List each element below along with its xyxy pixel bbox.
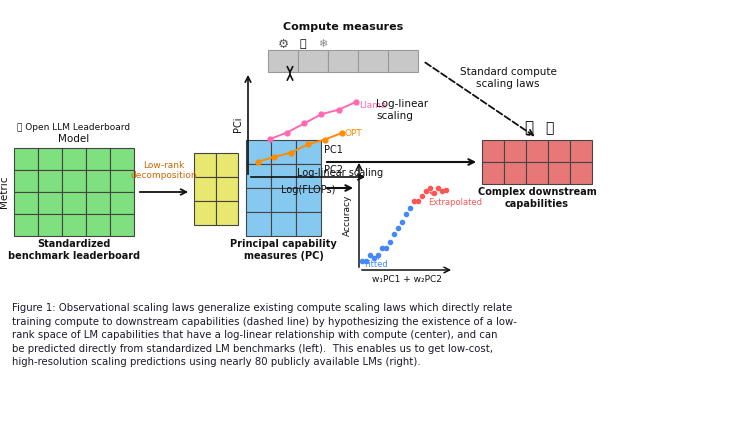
Text: Llama: Llama: [359, 101, 386, 111]
Bar: [246, 212, 271, 236]
Bar: [110, 214, 134, 236]
Bar: [246, 140, 271, 164]
Bar: [86, 148, 110, 170]
Bar: [86, 214, 110, 236]
Bar: [110, 192, 134, 214]
Bar: [268, 50, 298, 72]
Text: Log-linear scaling: Log-linear scaling: [297, 168, 383, 178]
Bar: [526, 140, 548, 162]
Text: w₁PC1 + w₂PC2: w₁PC1 + w₂PC2: [372, 276, 442, 284]
Bar: [548, 140, 570, 162]
Text: Fitted: Fitted: [364, 256, 388, 268]
Bar: [194, 177, 216, 201]
Text: Standard compute
scaling laws: Standard compute scaling laws: [460, 67, 557, 89]
Bar: [110, 170, 134, 192]
Bar: [358, 50, 388, 72]
Bar: [14, 148, 38, 170]
Bar: [86, 192, 110, 214]
Text: PCi: PCi: [233, 117, 243, 132]
Bar: [216, 153, 238, 177]
Bar: [526, 162, 548, 184]
Text: Figure 1: Observational scaling laws generalize existing compute scaling laws wh: Figure 1: Observational scaling laws gen…: [12, 303, 517, 368]
Text: PC1: PC1: [324, 145, 343, 155]
Bar: [271, 164, 296, 188]
Bar: [194, 201, 216, 225]
Bar: [246, 188, 271, 212]
Bar: [482, 162, 504, 184]
Bar: [14, 170, 38, 192]
Text: Principal capability
measures (PC): Principal capability measures (PC): [230, 239, 337, 261]
Text: Standardized
benchmark leaderboard: Standardized benchmark leaderboard: [8, 239, 140, 261]
Bar: [271, 140, 296, 164]
Bar: [38, 170, 62, 192]
Bar: [296, 164, 321, 188]
Bar: [504, 140, 526, 162]
Bar: [570, 140, 592, 162]
Bar: [110, 148, 134, 170]
Text: Extrapolated: Extrapolated: [428, 192, 482, 207]
Text: Low-rank
decomposition: Low-rank decomposition: [131, 161, 197, 180]
Bar: [194, 153, 216, 177]
Bar: [296, 140, 321, 164]
Bar: [482, 140, 504, 162]
Text: Complex downstream
capabilities: Complex downstream capabilities: [477, 187, 596, 208]
Bar: [14, 214, 38, 236]
Text: 📊: 📊: [545, 121, 554, 135]
Text: Log(FLOPs): Log(FLOPs): [280, 185, 335, 195]
Bar: [271, 188, 296, 212]
Text: 🏅 Open LLM Leaderboard: 🏅 Open LLM Leaderboard: [17, 123, 131, 132]
Bar: [216, 201, 238, 225]
Text: PC2: PC2: [324, 165, 343, 175]
Text: Log-linear
scaling: Log-linear scaling: [376, 99, 428, 121]
Bar: [38, 192, 62, 214]
Text: Accuracy: Accuracy: [342, 194, 351, 236]
Bar: [62, 192, 86, 214]
Bar: [246, 164, 271, 188]
Text: Metric: Metric: [0, 176, 9, 208]
Text: Compute measures: Compute measures: [283, 22, 403, 32]
Bar: [62, 170, 86, 192]
Bar: [388, 50, 418, 72]
Bar: [62, 148, 86, 170]
Text: OPT: OPT: [345, 129, 363, 138]
Bar: [14, 192, 38, 214]
Bar: [548, 162, 570, 184]
Bar: [38, 214, 62, 236]
Text: ⚙: ⚙: [278, 38, 289, 51]
Bar: [298, 50, 328, 72]
Bar: [570, 162, 592, 184]
Bar: [62, 214, 86, 236]
Bar: [216, 177, 238, 201]
Bar: [296, 188, 321, 212]
Text: ❄: ❄: [319, 39, 327, 49]
Text: 🤖: 🤖: [524, 120, 533, 135]
Bar: [271, 212, 296, 236]
Bar: [296, 212, 321, 236]
Bar: [504, 162, 526, 184]
Text: Model: Model: [58, 134, 90, 144]
Bar: [38, 148, 62, 170]
Bar: [86, 170, 110, 192]
Text: 🗄: 🗄: [300, 39, 307, 49]
Bar: [328, 50, 358, 72]
